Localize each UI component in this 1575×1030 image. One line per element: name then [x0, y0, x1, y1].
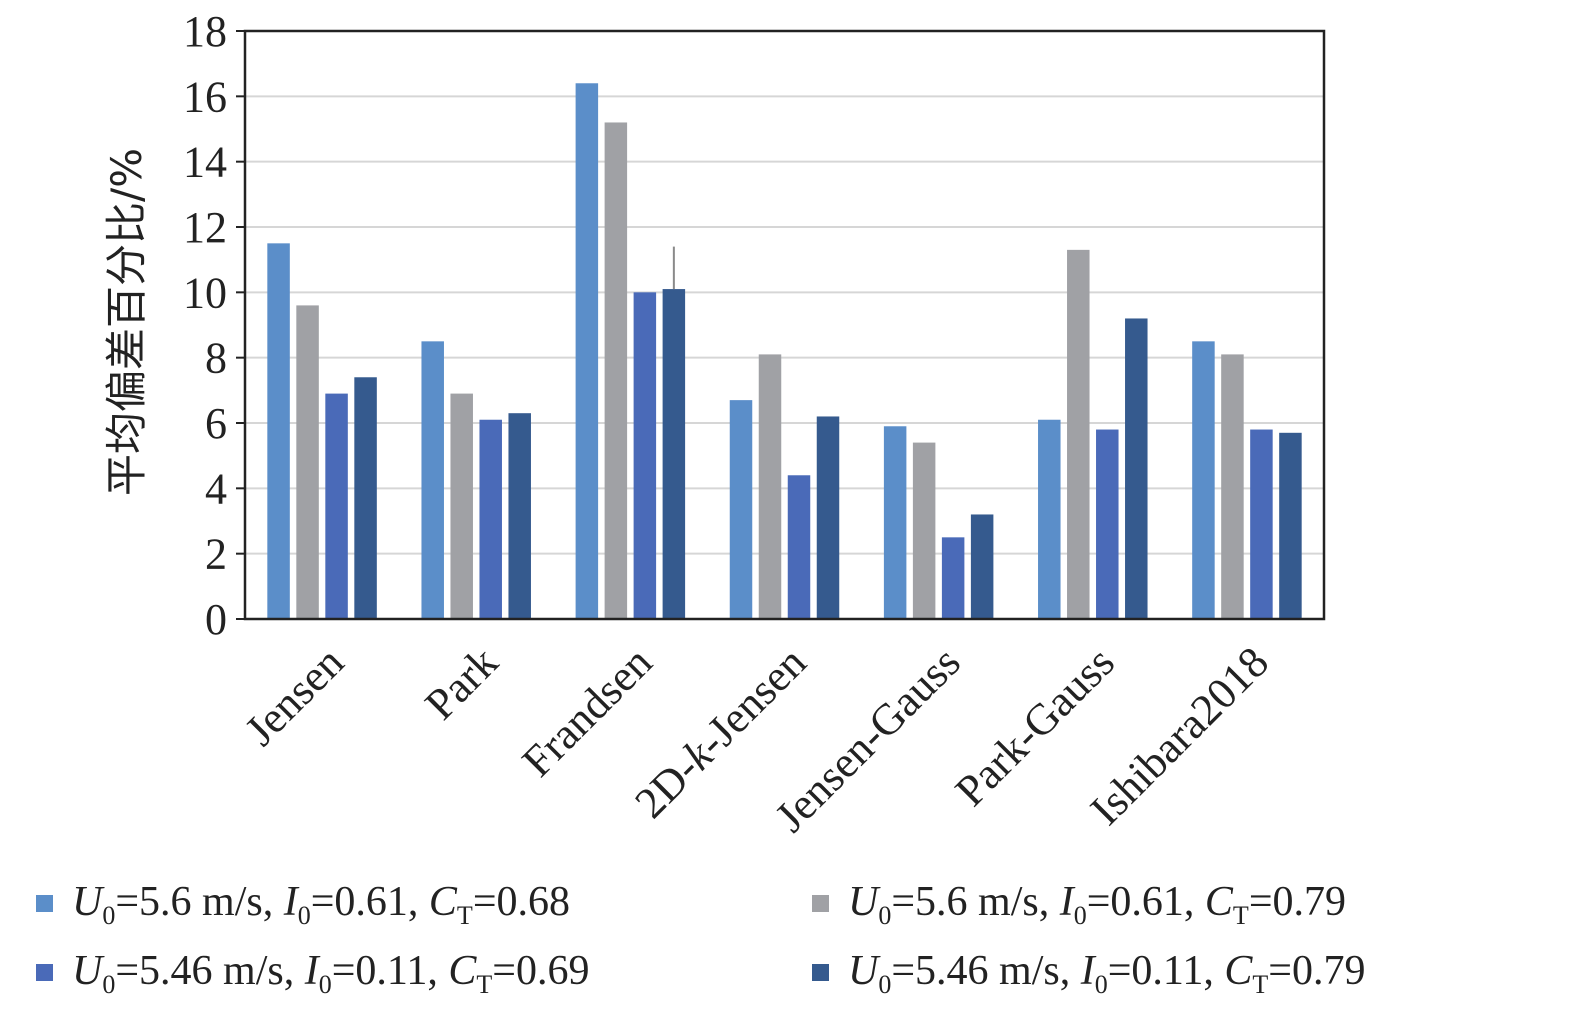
bar	[1221, 354, 1244, 619]
y-axis-ticks: 0 2 4 6 8 10 12 14 16 18	[183, 7, 245, 644]
bar	[450, 393, 473, 619]
bar	[1125, 318, 1148, 619]
legend: U0=5.6 m/s, I0=0.61, CT=0.68 U0=5.6 m/s, …	[36, 879, 1365, 999]
x-category-label: Jensen	[236, 637, 354, 755]
x-category-label: Frandsen	[513, 637, 662, 786]
bar	[267, 243, 290, 620]
bar	[729, 400, 753, 619]
legend-label: U0=5.46 m/s, I0=0.11, CT=0.69	[72, 948, 589, 999]
bar	[912, 442, 936, 619]
legend-item: U0=5.46 m/s, I0=0.11, CT=0.69	[36, 948, 589, 999]
bar	[1250, 429, 1273, 619]
bar	[421, 341, 444, 619]
bar	[662, 289, 686, 619]
y-tick-label: 18	[183, 7, 227, 56]
bar	[479, 419, 502, 619]
bar	[941, 537, 965, 619]
legend-label: U0=5.6 m/s, I0=0.61, CT=0.68	[72, 879, 570, 930]
bar	[1279, 432, 1302, 619]
bars	[267, 83, 1302, 620]
y-tick-label: 2	[205, 530, 227, 579]
x-axis-categories: Jensen Park Frandsen2D-k-JensenJensen-Gaus…	[236, 637, 1278, 841]
plot-frame	[243, 29, 1326, 621]
y-tick-label: 16	[183, 72, 227, 121]
legend-swatch	[812, 964, 829, 981]
y-tick-label: 6	[205, 399, 227, 448]
bar	[970, 514, 994, 619]
legend-label: U0=5.46 m/s, I0=0.11, CT=0.79	[848, 948, 1365, 999]
y-tick-label: 4	[205, 464, 227, 513]
legend-swatch	[812, 895, 829, 912]
x-category-label: Park	[416, 637, 508, 729]
legend-item: U0=5.46 m/s, I0=0.11, CT=0.79	[812, 948, 1365, 999]
bar	[325, 393, 348, 619]
legend-item: U0=5.6 m/s, I0=0.61, CT=0.79	[812, 879, 1346, 930]
legend-swatch	[36, 895, 53, 912]
y-tick-label: 10	[183, 268, 227, 317]
bar	[758, 354, 782, 619]
legend-item: U0=5.6 m/s, I0=0.61, CT=0.68	[36, 879, 570, 930]
bar	[604, 122, 628, 619]
gridlines	[245, 95, 1324, 555]
bar	[1192, 341, 1215, 619]
y-tick-label: 8	[205, 334, 227, 383]
bar	[787, 475, 811, 619]
bar	[816, 416, 840, 619]
legend-swatch	[36, 964, 53, 981]
y-tick-label: 0	[205, 595, 227, 644]
bar	[1096, 429, 1119, 619]
plot-border	[243, 29, 1326, 621]
y-tick-label: 14	[183, 138, 227, 187]
bar	[575, 83, 599, 620]
bar	[883, 426, 907, 619]
bar	[508, 413, 531, 619]
bar	[633, 292, 657, 619]
bar	[354, 377, 377, 619]
y-tick-label: 12	[183, 203, 227, 252]
bar	[1067, 249, 1090, 619]
y-axis-title: 平均偏差百分比/%	[102, 148, 151, 496]
bar	[296, 305, 319, 619]
legend-label: U0=5.6 m/s, I0=0.61, CT=0.79	[848, 879, 1346, 930]
bar	[1038, 419, 1061, 619]
